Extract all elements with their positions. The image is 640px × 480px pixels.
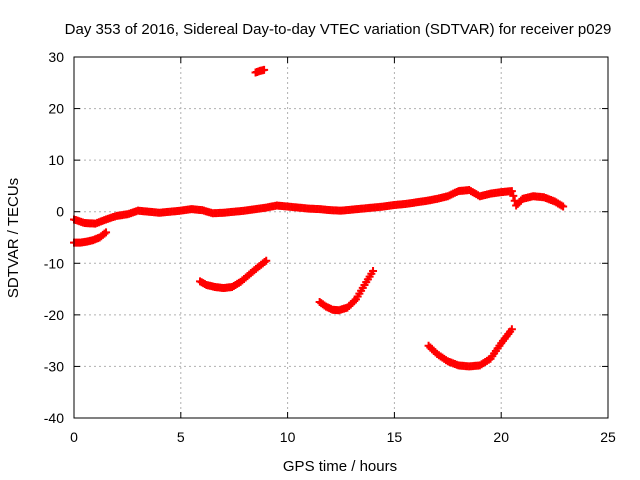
series-lower-early-band xyxy=(70,228,111,247)
chart-title: Day 353 of 2016, Sidereal Day-to-day VTE… xyxy=(65,21,612,38)
data-point xyxy=(559,202,568,211)
data-point xyxy=(102,228,111,237)
x-tick-label: 0 xyxy=(70,429,78,445)
x-tick-label: 25 xyxy=(600,429,616,445)
x-tick-label: 10 xyxy=(280,429,296,445)
series-main-band xyxy=(70,186,568,228)
y-tick-label: 0 xyxy=(56,204,64,220)
y-tick-label: -20 xyxy=(44,307,64,323)
y-tick-label: 20 xyxy=(48,101,64,117)
series-arc-2 xyxy=(315,267,378,315)
x-tick-label: 15 xyxy=(387,429,403,445)
data-points xyxy=(70,65,568,371)
x-tick-label: 20 xyxy=(493,429,509,445)
plot-frame xyxy=(73,56,609,419)
data-point xyxy=(509,191,518,200)
data-point xyxy=(262,256,271,265)
series-arc-1 xyxy=(196,256,271,293)
data-point xyxy=(507,187,516,196)
y-tick-label: -30 xyxy=(44,358,64,374)
series-outlier-cluster xyxy=(251,65,269,77)
y-axis-label: SDTVAR / TECUs xyxy=(5,178,22,298)
data-point xyxy=(100,229,109,238)
series-arc-3 xyxy=(424,325,516,371)
data-point xyxy=(369,267,378,276)
x-axis-label: GPS time / hours xyxy=(283,458,397,475)
data-point xyxy=(260,65,269,74)
y-tick-label: -10 xyxy=(44,255,64,271)
data-point xyxy=(507,325,516,334)
y-tick-label: 10 xyxy=(48,152,64,168)
axis-ticks: 0 5 10 15 20 25 -40 -30 -20 -10 0 10 20 30 xyxy=(44,49,616,445)
y-tick-label: 30 xyxy=(48,49,64,65)
x-tick-label: 5 xyxy=(177,429,185,445)
y-tick-label: -40 xyxy=(44,410,64,426)
gridlines xyxy=(74,57,608,418)
